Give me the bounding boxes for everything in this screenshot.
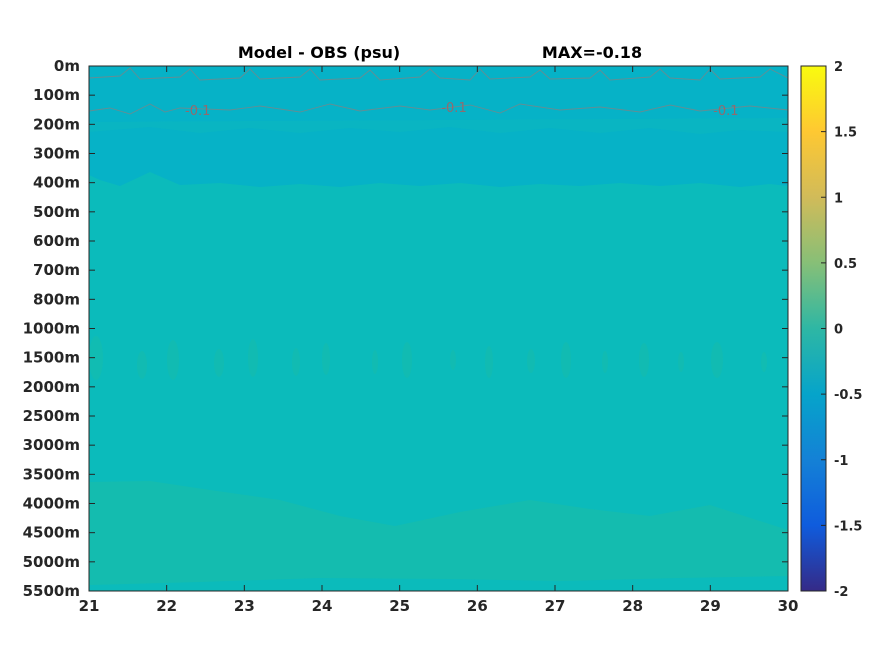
x-tick-label: 26 [467, 597, 488, 615]
band-200m [89, 118, 788, 134]
y-tick-label: 3000m [23, 436, 80, 454]
colorbar-ticks: 2 1.5 1 0.5 0 -0.5 -1 -1.5 -2 [821, 60, 862, 600]
contour-label: -0.1 [441, 101, 466, 116]
field-bottom [89, 576, 788, 591]
x-tick-label: 28 [622, 597, 643, 615]
x-tick-label: 30 [778, 597, 799, 615]
y-tick-label: 1500m [23, 349, 80, 367]
y-tick-label: 2000m [23, 378, 80, 396]
contour-label: -0.1 [713, 104, 738, 119]
colorbar-tick-label: -1.5 [834, 519, 862, 534]
colorbar-tick-label: -1 [834, 454, 848, 469]
y-axis: 0m 100m 200m 300m 400m 500m 600m 700m 800m 1000m 1… [23, 57, 788, 600]
y-tick-label: 4000m [23, 495, 80, 513]
y-tick-label: 700m [33, 261, 80, 279]
y-tick-label: 5500m [23, 582, 80, 600]
y-tick-label: 2500m [23, 407, 80, 425]
y-tick-label: 800m [33, 290, 80, 308]
y-tick-label: 500m [33, 203, 80, 221]
colorbar-tick-label: 2 [834, 60, 843, 75]
y-tick-label: 0m [54, 57, 80, 75]
x-tick-label: 25 [389, 597, 410, 615]
plot-area [89, 66, 788, 591]
contour-lines [89, 67, 788, 115]
y-tick-label: 4500m [23, 524, 80, 542]
field-deep [89, 481, 788, 591]
contour-labels: -0.1 -0.1 -0.1 [185, 101, 739, 119]
x-tick-label: 22 [156, 597, 177, 615]
y-tick-label: 100m [33, 86, 80, 104]
x-axis: 21 22 23 24 25 26 27 28 29 30 [79, 66, 799, 615]
x-tick-label: 27 [545, 597, 566, 615]
y-tick-label: 200m [33, 115, 80, 133]
colorbar-tick-label: -0.5 [834, 388, 862, 403]
colorbar-tick-label: -2 [834, 585, 848, 600]
chart-title: Model - OBS (psu) [238, 43, 400, 62]
y-tick-label: 5000m [23, 553, 80, 571]
x-tick-label: 23 [234, 597, 255, 615]
colorbar-tick-label: 1.5 [834, 126, 857, 141]
y-tick-label: 300m [33, 145, 80, 163]
contour-label: -0.1 [185, 104, 210, 119]
colorbar-tick-label: 0.5 [834, 257, 857, 272]
x-tick-label: 29 [700, 597, 721, 615]
y-tick-label: 400m [33, 174, 80, 192]
colorbar-tick-label: 1 [834, 191, 843, 206]
colorbar-tick-label: 0 [834, 323, 843, 338]
max-label: MAX=-0.18 [542, 43, 642, 62]
x-tick-label: 24 [312, 597, 333, 615]
streaks-1500m [89, 336, 767, 380]
x-tick-label: 21 [79, 597, 100, 615]
y-tick-label: 3500m [23, 465, 80, 483]
y-tick-label: 600m [33, 232, 80, 250]
y-tick-label: 1000m [23, 320, 80, 338]
